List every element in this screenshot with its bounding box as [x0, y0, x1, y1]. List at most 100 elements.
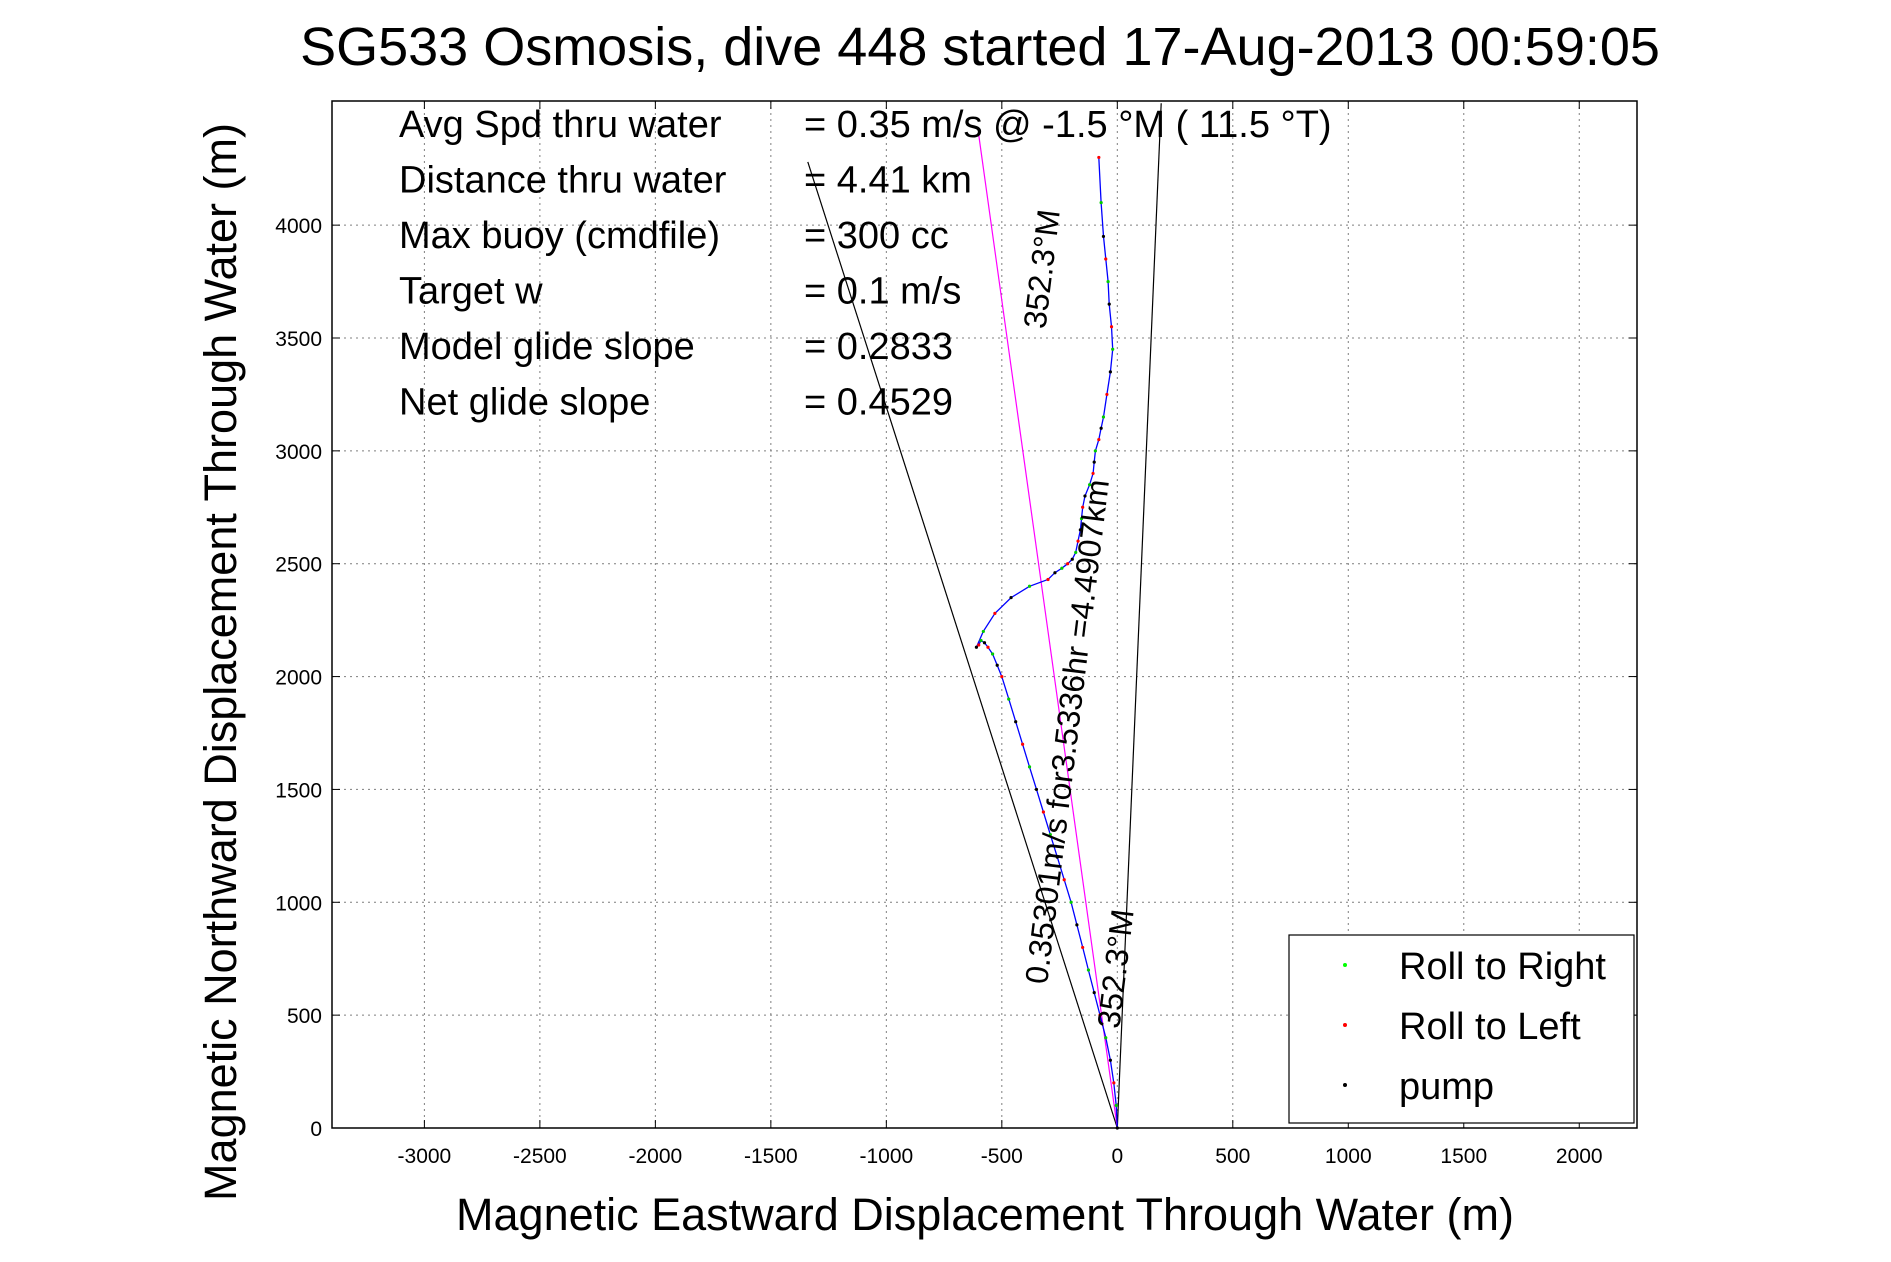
series-point: [993, 611, 997, 615]
series-point: [1097, 155, 1101, 160]
y-tick-label: 3500: [275, 328, 322, 351]
y-axis-label: Magnetic Northward Displacement Through …: [195, 123, 246, 1201]
series-point: [1034, 787, 1039, 792]
x-tick-label: -2000: [629, 1145, 683, 1168]
y-tick-label: 1500: [275, 779, 322, 802]
series-point: [1074, 550, 1078, 555]
series-point: [986, 645, 990, 649]
series-point: [1048, 832, 1052, 837]
series-point: [1107, 302, 1111, 306]
series-point: [1014, 720, 1018, 724]
y-tick-label: 500: [287, 1005, 322, 1028]
y-tick-label: 3000: [275, 441, 322, 464]
series-point: [981, 629, 985, 634]
legend: Roll to Right Roll to Left pump: [1288, 934, 1635, 1124]
series-point: [1009, 595, 1013, 600]
series-point: [1115, 1126, 1119, 1130]
series-point: [1106, 279, 1110, 284]
info-label: Avg Spd thru water: [399, 104, 722, 146]
legend-box: [1288, 934, 1635, 1124]
series-point: [1041, 810, 1045, 814]
legend-marker: [1343, 1023, 1347, 1027]
series-point: [1076, 539, 1080, 543]
y-tick-label: 1000: [275, 892, 322, 915]
series-point: [1097, 437, 1101, 442]
x-tick-label: -1500: [744, 1145, 798, 1168]
series-point: [1092, 990, 1096, 995]
y-tick-label: 2000: [275, 667, 322, 690]
info-label: Max buoy (cmdfile): [399, 215, 720, 257]
series-point: [1108, 370, 1112, 374]
legend-marker: [1343, 963, 1347, 967]
y-tick-label: 0: [310, 1118, 322, 1141]
series-point: [1086, 968, 1091, 972]
info-label: Model glide slope: [399, 326, 695, 368]
x-tick-label: 0: [1111, 1145, 1123, 1168]
series-point: [1053, 571, 1057, 575]
series-point: [982, 641, 987, 645]
info-value: = 0.4529: [804, 382, 953, 424]
series-point: [1105, 392, 1109, 397]
info-value: = 0.1 m/s: [804, 271, 961, 313]
series-point: [1027, 584, 1032, 588]
plot-frame: [331, 100, 1638, 1129]
series-point: [995, 663, 999, 667]
x-tick-label: 1000: [1325, 1145, 1372, 1168]
x-tick-label: -2500: [513, 1145, 567, 1168]
reference-line: [1116, 103, 1162, 1129]
series-point: [1000, 674, 1004, 679]
series-point: [1114, 1103, 1118, 1108]
y-tick-label: 4000: [275, 215, 322, 238]
series-point: [1104, 1036, 1108, 1040]
series-point: [1099, 200, 1103, 205]
series-point: [1079, 516, 1084, 521]
series-point: [1101, 234, 1106, 239]
series-point: [1075, 923, 1079, 927]
series-point: [1066, 562, 1070, 566]
series-point: [1060, 566, 1064, 570]
info-value: = 0.2833: [804, 326, 953, 368]
series-layer: [974, 155, 1119, 1130]
series-point: [1112, 1081, 1116, 1085]
x-tick-label: 1500: [1440, 1145, 1487, 1168]
series-point: [1109, 325, 1114, 329]
series-point: [974, 645, 979, 649]
series-point: [1055, 855, 1059, 859]
series-line: [975, 157, 1118, 1129]
series-point: [1092, 460, 1096, 464]
series-point: [1070, 557, 1074, 561]
legend-label: Roll to Left: [1399, 1006, 1581, 1048]
legend-label: Roll to Right: [1399, 946, 1606, 988]
series-point: [977, 643, 981, 647]
series-point: [1021, 742, 1025, 746]
series-point: [1101, 415, 1106, 419]
chart-title: SG533 Osmosis, dive 448 started 17-Aug-2…: [300, 17, 1660, 77]
x-tick-label: -3000: [398, 1145, 452, 1168]
info-label: Target w: [399, 271, 543, 313]
info-block: Avg Spd thru water = 0.35 m/s @ -1.5 °M (…: [399, 104, 1332, 424]
series-point: [990, 652, 995, 656]
reference-lines: [807, 103, 1162, 1129]
series-point: [1098, 1013, 1102, 1017]
series-point: [1087, 483, 1092, 487]
info-label: Distance thru water: [399, 160, 727, 202]
info-value: = 4.41 km: [804, 160, 972, 202]
info-value: = 0.35 m/s @ -1.5 °M ( 11.5 °T): [804, 104, 1332, 146]
series-point: [1081, 945, 1085, 950]
info-label: Net glide slope: [399, 382, 650, 424]
series-point: [979, 638, 983, 643]
legend-marker: [1343, 1083, 1347, 1087]
series-point: [1007, 697, 1011, 701]
legend-label: pump: [1399, 1066, 1494, 1108]
series-point: [1046, 577, 1050, 582]
series-point: [1111, 347, 1115, 351]
tick-labels: -3000 -2500 -2000 -1500 -1000 -500 0 500 1000 150…: [275, 215, 1602, 1168]
series-point: [1083, 494, 1087, 498]
y-tick-label: 2500: [275, 554, 322, 577]
x-tick-label: 500: [1215, 1145, 1250, 1168]
series-point: [1099, 426, 1103, 430]
info-value: = 300 cc: [804, 215, 949, 257]
series-point: [1062, 878, 1066, 882]
series-point: [1081, 505, 1085, 509]
